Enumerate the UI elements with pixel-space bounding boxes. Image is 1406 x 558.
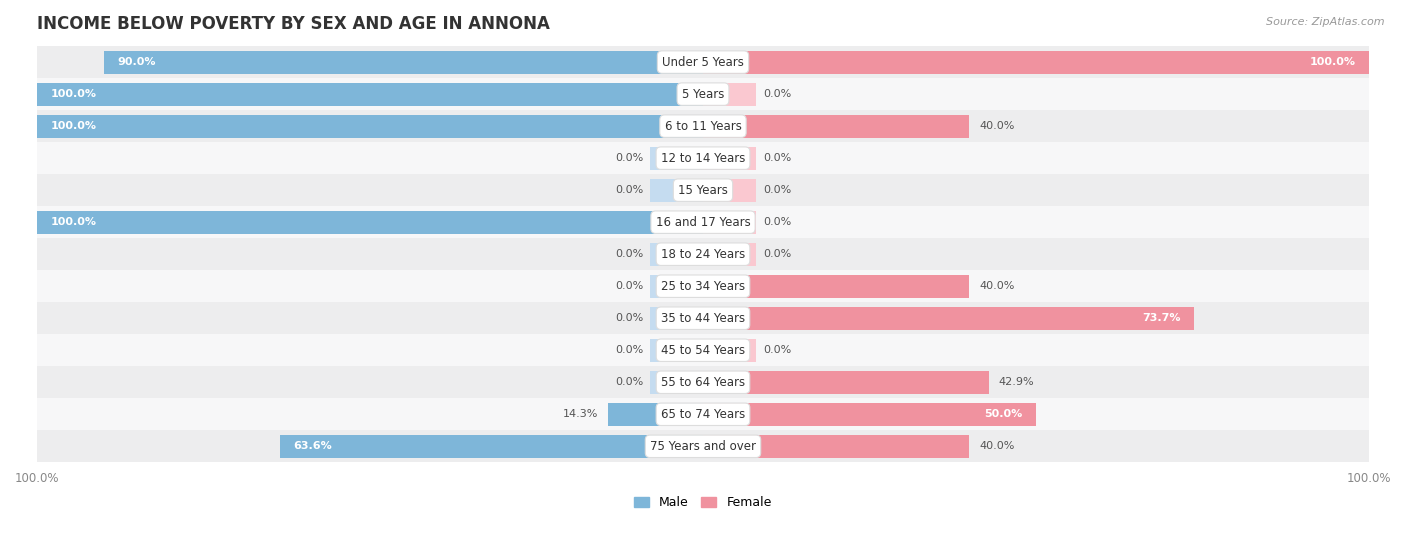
Bar	[703, 371, 756, 394]
Text: Under 5 Years: Under 5 Years	[662, 56, 744, 69]
Text: 0.0%: 0.0%	[614, 345, 643, 355]
Text: 65 to 74 Years: 65 to 74 Years	[661, 408, 745, 421]
Bar	[650, 83, 703, 105]
Bar	[703, 147, 756, 170]
Text: 73.7%: 73.7%	[1142, 313, 1181, 323]
Bar	[37, 142, 1369, 174]
Text: 16 and 17 Years: 16 and 17 Years	[655, 216, 751, 229]
Bar	[650, 243, 703, 266]
Bar	[37, 270, 1369, 302]
Bar	[37, 78, 1369, 110]
Text: 42.9%: 42.9%	[998, 377, 1035, 387]
Bar	[703, 114, 969, 138]
Text: 100.0%: 100.0%	[51, 89, 97, 99]
Text: 0.0%: 0.0%	[763, 89, 792, 99]
Text: 50.0%: 50.0%	[984, 409, 1022, 419]
Text: 55 to 64 Years: 55 to 64 Years	[661, 376, 745, 389]
Text: 63.6%: 63.6%	[292, 441, 332, 451]
Text: 6 to 11 Years: 6 to 11 Years	[665, 119, 741, 133]
Bar	[703, 403, 1036, 426]
Text: 0.0%: 0.0%	[763, 153, 792, 163]
Bar	[703, 179, 756, 201]
Text: 100.0%: 100.0%	[51, 121, 97, 131]
Bar	[650, 275, 703, 298]
Bar	[703, 83, 756, 105]
Bar	[703, 435, 969, 458]
Bar	[650, 179, 703, 201]
Bar	[607, 403, 703, 426]
Bar	[37, 430, 1369, 462]
Bar	[703, 339, 756, 362]
Text: 15 Years: 15 Years	[678, 184, 728, 196]
Bar	[37, 114, 703, 138]
Text: 14.3%: 14.3%	[562, 409, 598, 419]
Bar	[703, 275, 756, 298]
Text: 100.0%: 100.0%	[1309, 57, 1355, 67]
Bar	[703, 243, 756, 266]
Bar	[37, 110, 1369, 142]
Text: 45 to 54 Years: 45 to 54 Years	[661, 344, 745, 357]
Bar	[703, 307, 756, 330]
Bar	[703, 307, 1194, 330]
Text: 40.0%: 40.0%	[980, 281, 1015, 291]
Bar	[650, 147, 703, 170]
Bar	[703, 275, 969, 298]
Bar	[650, 211, 703, 234]
Text: Source: ZipAtlas.com: Source: ZipAtlas.com	[1267, 17, 1385, 27]
Bar	[703, 435, 756, 458]
Text: INCOME BELOW POVERTY BY SEX AND AGE IN ANNONA: INCOME BELOW POVERTY BY SEX AND AGE IN A…	[37, 15, 550, 33]
Text: 0.0%: 0.0%	[614, 313, 643, 323]
Bar	[703, 51, 1369, 74]
Text: 35 to 44 Years: 35 to 44 Years	[661, 312, 745, 325]
Legend: Male, Female: Male, Female	[630, 491, 776, 514]
Bar	[650, 114, 703, 138]
Text: 0.0%: 0.0%	[763, 345, 792, 355]
Text: 12 to 14 Years: 12 to 14 Years	[661, 152, 745, 165]
Bar	[703, 403, 756, 426]
Text: 0.0%: 0.0%	[763, 249, 792, 259]
Text: 40.0%: 40.0%	[980, 121, 1015, 131]
Bar	[650, 403, 703, 426]
Bar	[37, 398, 1369, 430]
Bar	[37, 46, 1369, 78]
Text: 90.0%: 90.0%	[117, 57, 156, 67]
Bar	[650, 339, 703, 362]
Bar	[703, 371, 988, 394]
Text: 100.0%: 100.0%	[51, 217, 97, 227]
Text: 40.0%: 40.0%	[980, 441, 1015, 451]
Text: 0.0%: 0.0%	[614, 153, 643, 163]
Bar	[37, 211, 703, 234]
Bar	[650, 51, 703, 74]
Text: 75 Years and over: 75 Years and over	[650, 440, 756, 453]
Bar	[703, 114, 756, 138]
Bar	[280, 435, 703, 458]
Bar	[650, 307, 703, 330]
Text: 25 to 34 Years: 25 to 34 Years	[661, 280, 745, 293]
Bar	[37, 334, 1369, 366]
Text: 0.0%: 0.0%	[763, 217, 792, 227]
Bar	[650, 371, 703, 394]
Bar	[104, 51, 703, 74]
Text: 0.0%: 0.0%	[763, 185, 792, 195]
Bar	[37, 238, 1369, 270]
Text: 0.0%: 0.0%	[614, 281, 643, 291]
Text: 0.0%: 0.0%	[614, 185, 643, 195]
Bar	[703, 51, 756, 74]
Text: 5 Years: 5 Years	[682, 88, 724, 100]
Bar	[37, 174, 1369, 206]
Text: 0.0%: 0.0%	[614, 377, 643, 387]
Bar	[37, 83, 703, 105]
Bar	[37, 366, 1369, 398]
Bar	[37, 206, 1369, 238]
Text: 18 to 24 Years: 18 to 24 Years	[661, 248, 745, 261]
Bar	[703, 211, 756, 234]
Bar	[650, 435, 703, 458]
Bar	[37, 302, 1369, 334]
Text: 0.0%: 0.0%	[614, 249, 643, 259]
